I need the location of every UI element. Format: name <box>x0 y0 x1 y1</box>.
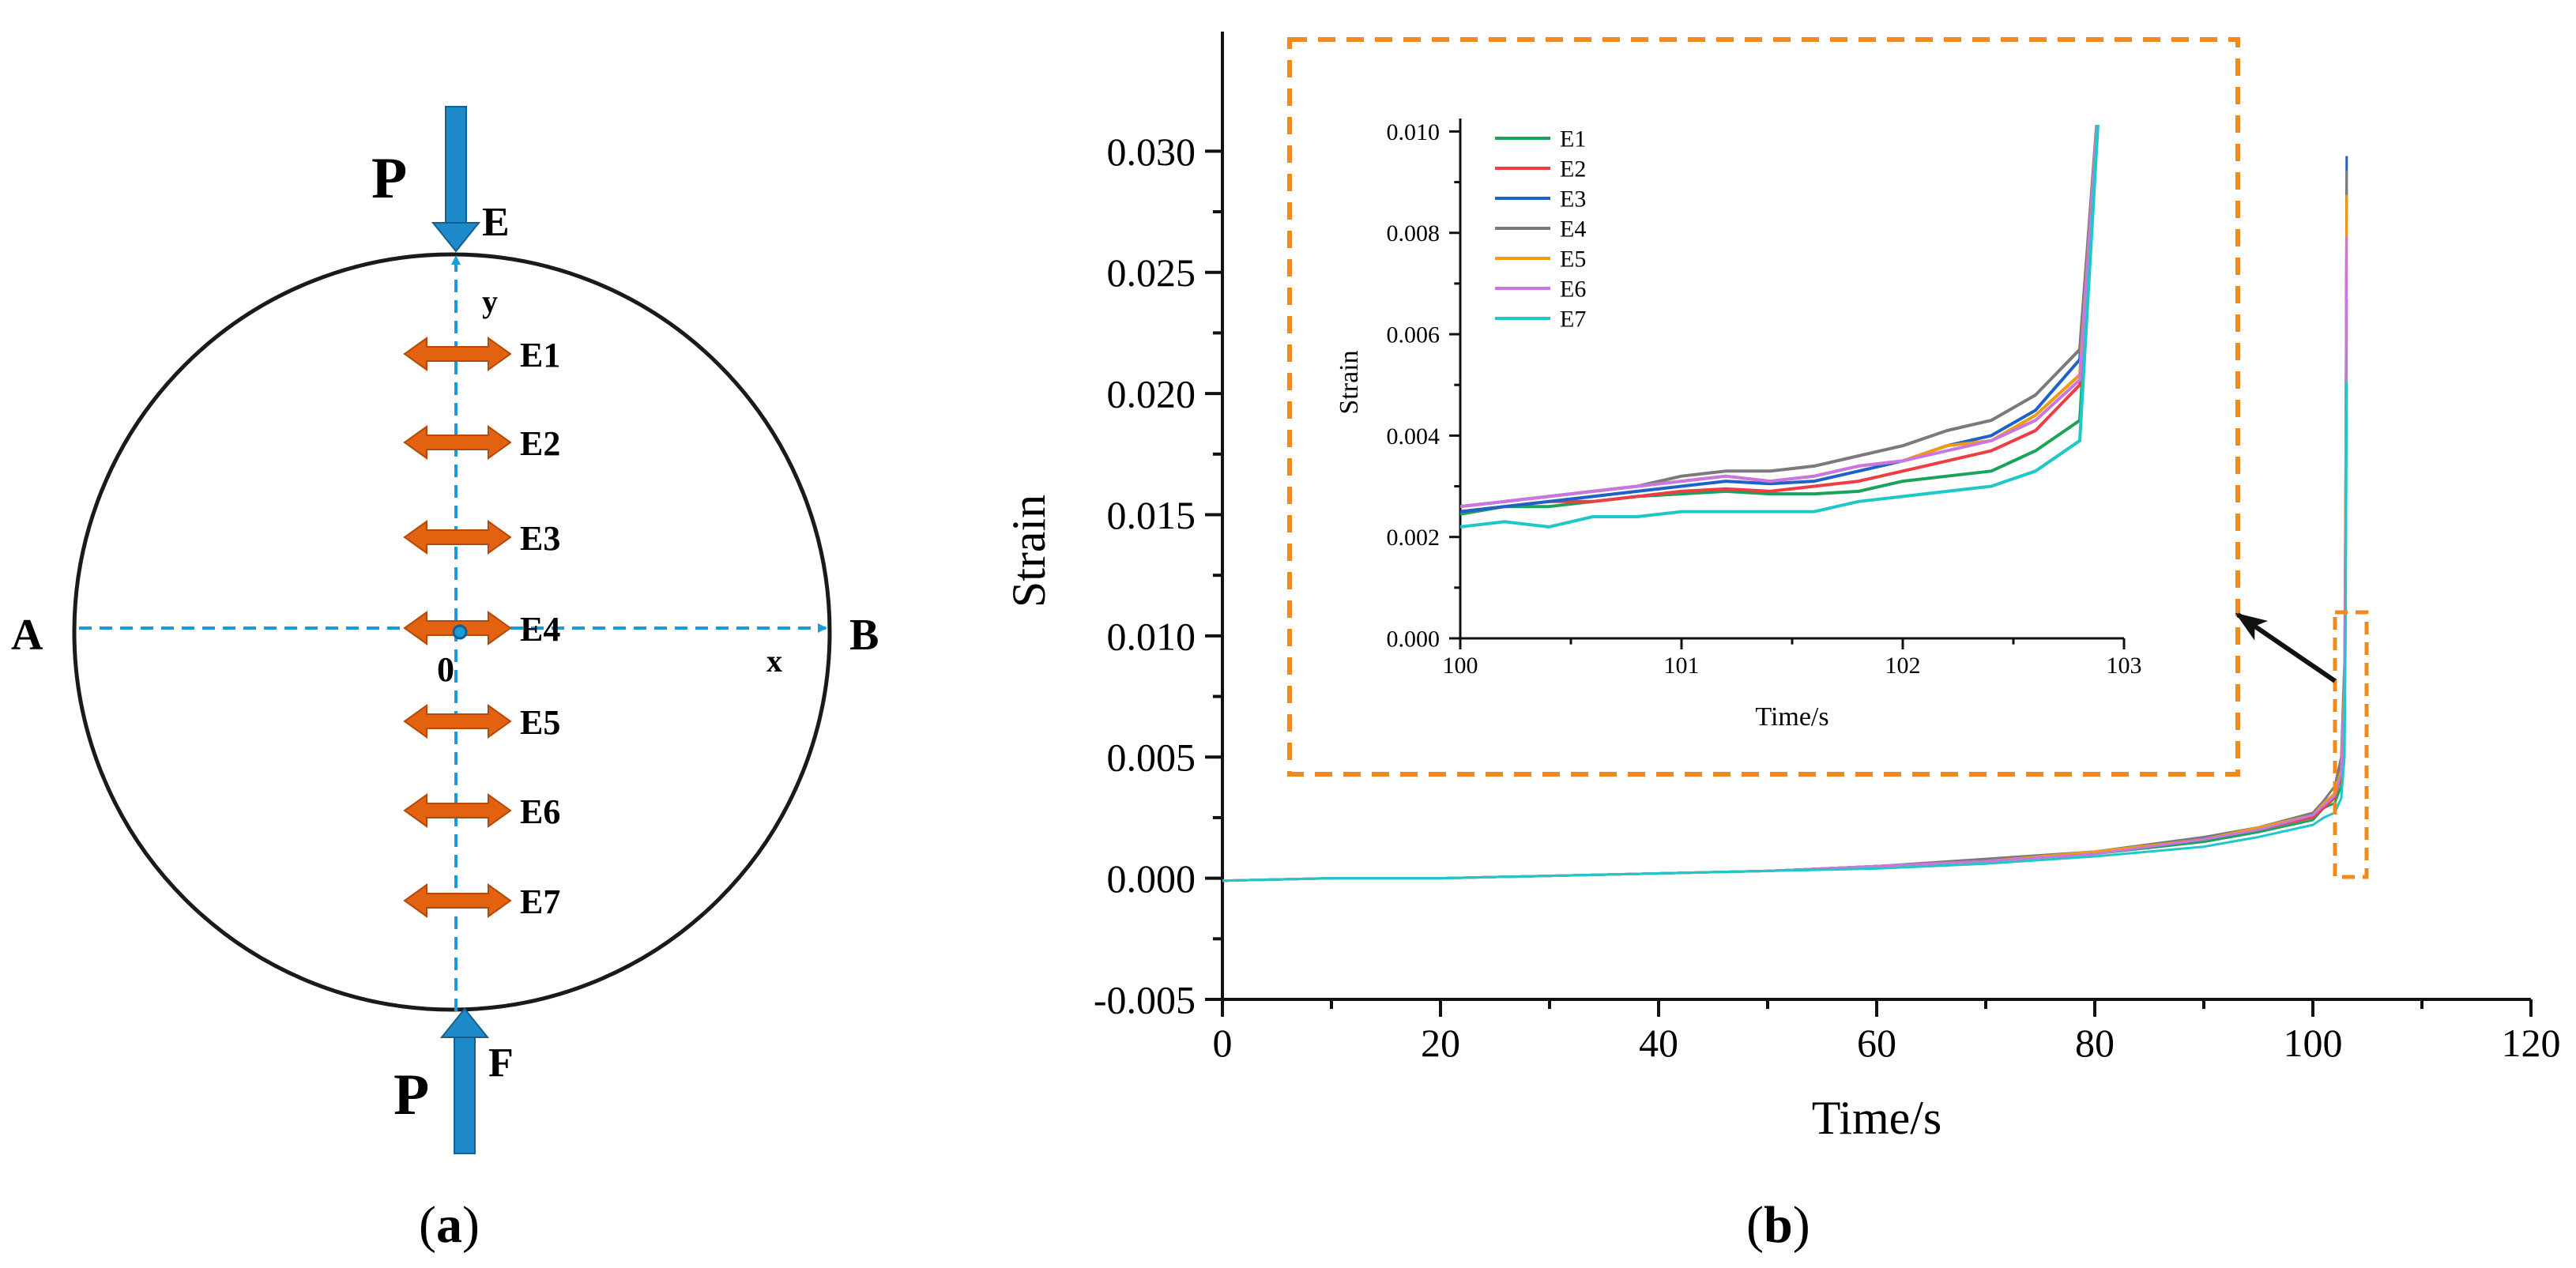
axis-x-label: x <box>766 643 782 679</box>
gauge-arrow <box>403 425 512 460</box>
gauge-e1: E1 <box>403 336 560 374</box>
x-tick-label: 40 <box>1639 1021 1678 1065</box>
origin-label: 0 <box>437 650 454 689</box>
series-line-e1 <box>1460 125 2100 516</box>
specimen-circle <box>72 252 832 1012</box>
gauge-arrow <box>403 793 512 828</box>
series-line-e2 <box>1460 125 2100 514</box>
x-tick-label: 102 <box>1885 653 1921 679</box>
x-tick-label: 20 <box>1421 1021 1460 1065</box>
axis-y-label: y <box>482 284 498 319</box>
gauge-arrow <box>403 520 512 555</box>
series-line-e5 <box>1460 125 2099 509</box>
x-tick-label: 80 <box>2075 1021 2115 1065</box>
x-tick-label: 120 <box>2502 1021 2561 1065</box>
y-tick-label: 0.025 <box>1107 250 1196 295</box>
y-tick-label: 0.000 <box>1107 856 1196 901</box>
panel-b: 0 20 40 60 80 100 120 -0.005 0.000 0.005 0.010 0.01… <box>1003 32 2561 1254</box>
series-line-e3 <box>1460 125 2099 514</box>
legend-entry: E2 <box>1560 156 1586 182</box>
x-tick-label: 101 <box>1664 653 1700 679</box>
gauge-e5: E5 <box>403 703 560 742</box>
series-line-e4 <box>1460 125 2099 509</box>
load-label-bottom: P <box>394 1063 429 1127</box>
y-tick-label: 0.000 <box>1387 626 1441 653</box>
point-label-e: E <box>482 200 510 245</box>
strain-gauges: E1 E2 E3 E4 E5 E6 E7 <box>403 336 560 921</box>
y-tick-label: 0.006 <box>1387 322 1441 348</box>
panel-a-caption: (a) <box>419 1196 480 1254</box>
x-axis-label: Time/s <box>1755 702 1828 732</box>
gauge-label: E6 <box>520 792 560 831</box>
load-arrow-top <box>431 106 481 253</box>
x-tick-label: 60 <box>1857 1021 1896 1065</box>
point-label-b: B <box>849 611 879 660</box>
legend-entry: E1 <box>1560 126 1586 152</box>
load-arrow-bottom <box>439 1007 490 1154</box>
x-tick-label: 0 <box>1213 1021 1233 1065</box>
origin-point <box>452 624 468 640</box>
gauge-e7: E7 <box>403 882 560 921</box>
panel-b-caption: (b) <box>1746 1196 1810 1254</box>
gauge-arrow <box>403 883 512 918</box>
gauge-label: E7 <box>520 882 560 921</box>
gauge-label: E4 <box>520 610 560 649</box>
y-tick-label: 0.030 <box>1107 130 1196 174</box>
series-line-e1 <box>1222 299 2348 882</box>
gauge-label: E1 <box>520 336 560 374</box>
zoom-region-box <box>2333 610 2369 879</box>
x-tick-label: 100 <box>1443 653 1478 679</box>
legend-entry: E6 <box>1560 277 1586 303</box>
gauge-arrow <box>403 337 512 371</box>
gauge-e3: E3 <box>403 519 560 558</box>
main-chart: 0 20 40 60 80 100 120 -0.005 0.000 0.005 0.010 0.01… <box>1003 32 2561 1144</box>
zoom-arrow <box>2235 612 2337 683</box>
series-line-e7 <box>1460 125 2100 529</box>
x-tick-label: 103 <box>2107 653 2142 679</box>
series-line-e7 <box>1222 381 2348 882</box>
point-label-f: F <box>488 1040 514 1086</box>
x-tick-label: 100 <box>2284 1021 2343 1065</box>
load-label-top: P <box>371 146 407 211</box>
inset-frame <box>1287 37 2240 777</box>
gauge-arrow <box>403 704 512 739</box>
y-tick-label: 0.004 <box>1387 423 1441 450</box>
gauge-label: E3 <box>520 519 560 558</box>
legend-entry: E4 <box>1560 216 1586 243</box>
y-tick-label: 0.002 <box>1387 525 1441 551</box>
panel-a: E1 E2 E3 E4 E5 E6 E7 P P E F A B 0 x y (a) <box>11 106 879 1254</box>
x-axis-label: Time/s <box>1812 1092 1942 1144</box>
legend-entry: E7 <box>1560 307 1586 333</box>
y-tick-label: 0.008 <box>1387 220 1441 246</box>
y-tick-label: 0.010 <box>1387 119 1441 145</box>
gauge-label: E5 <box>520 703 560 742</box>
y-tick-label: 0.015 <box>1107 493 1196 537</box>
gauge-e6: E6 <box>403 792 560 831</box>
inset-chart: 100 101 102 103 0.000 0.002 0.004 0.006 0.008 0.0… <box>1335 119 2142 732</box>
y-tick-label: 0.010 <box>1107 614 1196 658</box>
gauge-e2: E2 <box>403 424 560 463</box>
y-tick-label: 0.020 <box>1107 372 1196 416</box>
y-axis-label: Strain <box>1003 495 1055 608</box>
y-tick-label: 0.005 <box>1107 736 1196 780</box>
point-label-a: A <box>11 611 43 660</box>
legend-entry: E3 <box>1560 186 1586 213</box>
y-axis-label: Strain <box>1335 350 1364 414</box>
y-tick-label: -0.005 <box>1094 978 1196 1022</box>
series-line-e6 <box>1460 125 2100 509</box>
legend-entry: E5 <box>1560 246 1586 273</box>
gauge-label: E2 <box>520 424 560 463</box>
gauge-e4: E4 <box>403 610 560 649</box>
